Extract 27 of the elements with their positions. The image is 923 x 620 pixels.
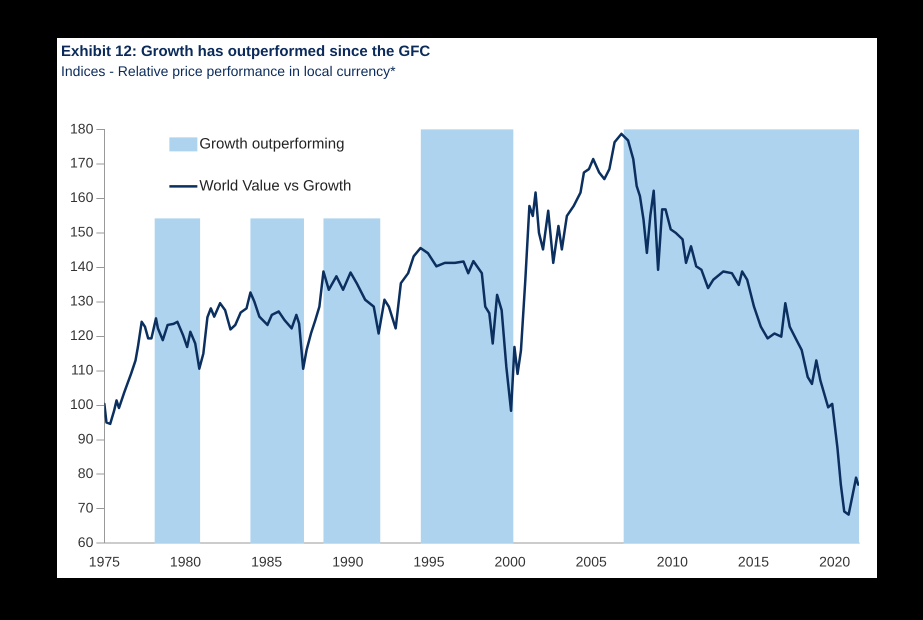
x-tick-label: 2020 xyxy=(819,553,850,570)
legend-label: World Value vs Growth xyxy=(199,178,352,195)
x-tick-label: 1975 xyxy=(88,553,120,570)
chart-title: Exhibit 12: Growth has outperformed since the GFC xyxy=(61,43,430,60)
chart-subtitle: Indices - Relative price performance in local currency* xyxy=(61,63,396,79)
y-tick-label: 70 xyxy=(78,500,94,516)
y-tick-label: 110 xyxy=(71,362,94,378)
x-tick-label: 2005 xyxy=(576,553,608,570)
y-tick-label: 80 xyxy=(78,465,94,482)
y-tick-label: 160 xyxy=(70,189,94,206)
y-tick-label: 180 xyxy=(70,120,94,136)
y-tick-label: 60 xyxy=(78,534,94,550)
x-tick-label: 1980 xyxy=(170,553,202,570)
x-tick-label: 2010 xyxy=(656,553,688,570)
x-tick-label: 1990 xyxy=(332,553,364,570)
x-tick-label: 1985 xyxy=(251,553,282,570)
y-tick-label: 140 xyxy=(70,258,94,274)
legend-label: Growth outperforming xyxy=(199,136,344,153)
y-tick-label: 130 xyxy=(70,292,94,309)
x-tick-label: 2015 xyxy=(738,553,770,570)
y-tick-label: 90 xyxy=(78,430,94,447)
y-tick-label: 100 xyxy=(70,396,94,412)
x-tick-label: 2000 xyxy=(494,553,526,570)
x-tick-label: 1995 xyxy=(413,553,445,570)
y-tick-label: 170 xyxy=(70,154,94,171)
y-tick-label: 150 xyxy=(70,224,94,240)
y-tick-label: 120 xyxy=(70,327,94,344)
